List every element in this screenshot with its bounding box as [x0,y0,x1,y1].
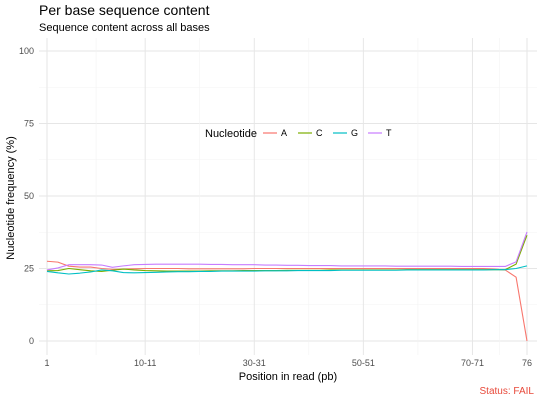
series-line-A [46,260,528,342]
y-tick-label: 50 [24,191,34,201]
y-tick-label: 100 [19,46,34,56]
y-axis-ticks: 0 25 50 75 100 [19,46,34,346]
y-tick-label: 75 [24,119,34,129]
chart-subtitle: Sequence content across all bases [39,22,210,34]
grid-lines [39,38,537,355]
legend: Nucleotide A C G T [205,128,392,140]
legend-label-A: A [281,128,287,138]
x-tick-label: 10-11 [134,358,156,368]
legend-label-C: C [316,128,323,138]
x-tick-label: 50-51 [352,358,375,368]
series-line-G [46,265,528,275]
legend-label-G: G [351,128,358,138]
x-axis-ticks: 1 10-11 30-31 50-51 70-71 76 [44,358,532,368]
series-lines [46,231,528,342]
x-axis-title: Position in read (pb) [239,371,337,383]
x-tick-label: 76 [522,358,532,368]
y-axis-title: Nucleotide frequency (%) [5,136,17,260]
chart-title: Per base sequence content [39,2,210,18]
y-tick-label: 25 [24,264,34,274]
series-line-T [46,231,528,271]
legend-label-T: T [386,128,392,138]
x-tick-label: 1 [44,358,49,368]
y-tick-label: 0 [29,336,34,346]
x-tick-label: 70-71 [461,358,484,368]
status-label: Status: FAIL [480,386,535,397]
x-tick-label: 30-31 [243,358,266,368]
legend-title: Nucleotide [205,128,257,140]
